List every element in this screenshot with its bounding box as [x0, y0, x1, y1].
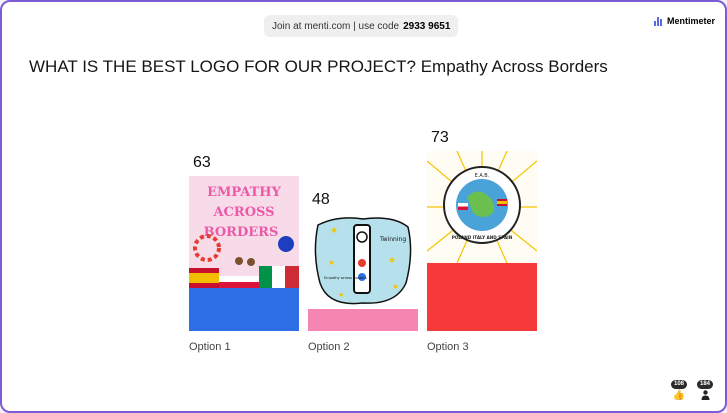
logo-text-line2: ACROSS — [212, 205, 274, 220]
question-title: WHAT IS THE BEST LOGO FOR OUR PROJECT? E… — [29, 57, 608, 76]
logo-eab-text: E.A.B. — [475, 173, 490, 179]
bar-option-3 — [427, 263, 537, 331]
vote-count-option-2: 48 — [312, 190, 330, 208]
bar-option-1 — [189, 287, 299, 331]
logo-text-line1: EMPATHY — [207, 185, 281, 200]
audience-reactions: 108 👍 184 — [671, 380, 714, 403]
bar-option-2 — [308, 308, 418, 331]
logo-countries-text: POLAND ITALY AND SPAIN — [452, 235, 513, 240]
logo-option-2-image: Twinning Empathy across Borders ★ ★ ★ ★ … — [308, 212, 418, 309]
logo-option-3-image: E.A.B. POLAND ITALY AND SPAIN — [427, 151, 537, 263]
vote-count-option-3: 73 — [431, 129, 449, 146]
like-count-badge: 108 — [671, 380, 688, 389]
logo-caption: Empathy across Borders — [324, 276, 367, 280]
option-label-3: Option 3 — [427, 341, 469, 353]
logo-twinning-label: Twinning — [379, 236, 406, 243]
mentimeter-brand: Mentimeter — [653, 16, 715, 26]
participant-count-badge: 184 — [697, 380, 714, 389]
vote-count-option-1: 63 — [193, 153, 211, 171]
svg-text:★: ★ — [338, 291, 344, 299]
svg-text:★: ★ — [328, 258, 335, 267]
reaction-like[interactable]: 108 👍 — [671, 380, 688, 403]
thumbs-up-icon: 👍 — [672, 390, 686, 401]
mentimeter-logo-icon — [653, 16, 663, 26]
brand-name: Mentimeter — [666, 16, 715, 26]
svg-text:★: ★ — [392, 282, 399, 291]
option-label-1: Option 1 — [189, 341, 231, 353]
svg-text:★: ★ — [388, 255, 396, 265]
logo-option-1-image: EMPATHY ACROSS BORDERS — [189, 175, 299, 288]
svg-text:★: ★ — [330, 225, 338, 235]
reaction-participants[interactable]: 184 — [697, 380, 714, 403]
join-code: 2933 9651 — [403, 20, 451, 32]
join-instructions: Join at menti.com | use code 2933 9651 — [264, 15, 459, 37]
join-text: Join at menti.com | use code — [272, 20, 400, 32]
logo-text-line3: BORDERS — [204, 225, 279, 240]
option-label-2: Option 2 — [308, 341, 350, 353]
person-icon — [701, 390, 710, 403]
